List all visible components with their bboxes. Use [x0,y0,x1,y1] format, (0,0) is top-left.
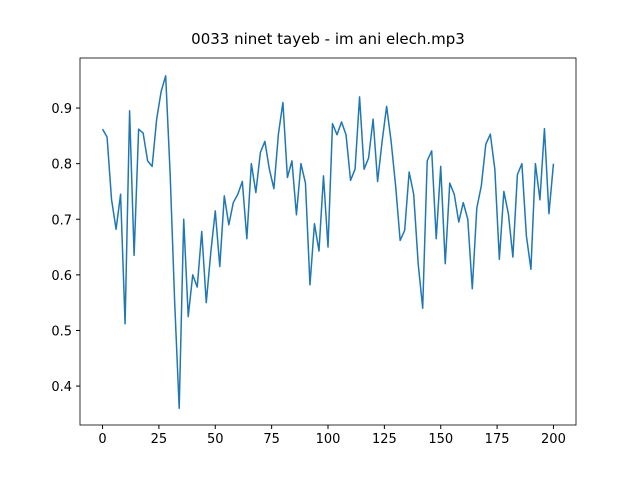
x-tick-label: 100 [316,432,341,447]
chart-title: 0033 ninet tayeb - im ani elech.mp3 [191,30,465,48]
y-tick-label: 0.9 [51,102,72,117]
x-tick-label: 175 [485,432,510,447]
x-tick-label: 25 [151,432,168,447]
x-tick-label: 75 [263,432,280,447]
plot-frame [79,57,577,426]
y-tick-label: 0.8 [51,158,72,173]
y-tick-label: 0.6 [51,269,72,284]
x-tick-label: 50 [207,432,224,447]
y-tick-label: 0.4 [51,380,72,395]
y-tick-label: 0.5 [51,324,72,339]
x-tick-label: 0 [98,432,106,447]
x-tick-label: 150 [428,432,453,447]
x-tick-label: 200 [541,432,566,447]
data-line [101,75,555,410]
x-tick-label: 125 [372,432,397,447]
y-tick-label: 0.7 [51,213,72,228]
